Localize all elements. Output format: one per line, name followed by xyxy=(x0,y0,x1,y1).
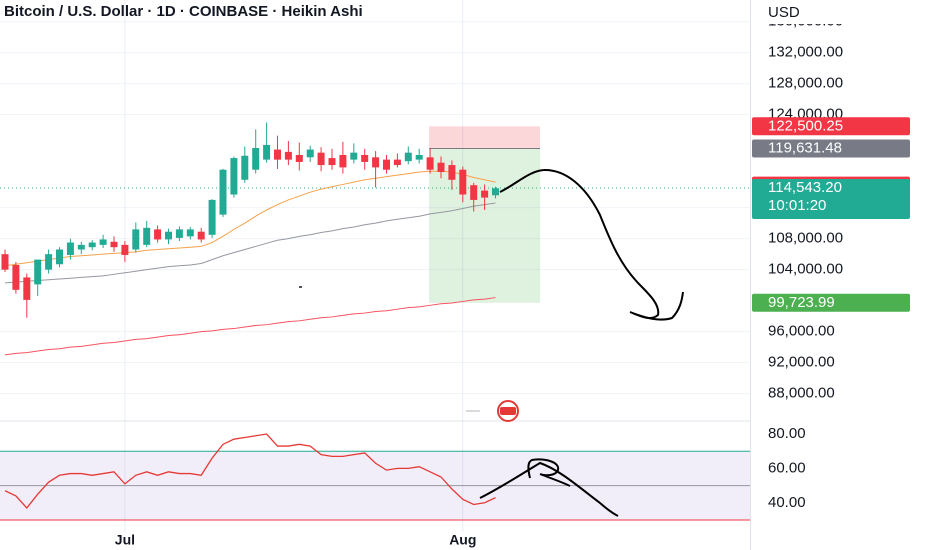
price-tag-label: 119,631.48 xyxy=(768,140,842,157)
price-tag xyxy=(752,178,910,219)
candle-body xyxy=(34,259,42,285)
candle-body xyxy=(132,229,140,250)
candle-body xyxy=(470,185,478,200)
grid xyxy=(0,0,750,532)
candle-body xyxy=(372,157,380,168)
candle-body xyxy=(339,154,347,168)
candle-body xyxy=(154,229,162,240)
candle-body xyxy=(274,149,281,160)
price-labels: 122,500.25119,631.4899,723.99114,838.911… xyxy=(752,117,910,312)
rsi-line xyxy=(4,433,496,509)
candle-body xyxy=(241,155,249,180)
price-axis: 136,000.00132,000.00128,000.00124,000.00… xyxy=(750,0,932,550)
x-tick-label: Aug xyxy=(449,532,476,548)
candle-body xyxy=(284,151,292,160)
candle-body xyxy=(426,157,434,170)
ma-line xyxy=(4,202,496,284)
candle-body xyxy=(350,152,358,160)
candle-body xyxy=(165,231,172,240)
price-tag xyxy=(752,139,910,158)
y-tick-label: 128,000.00 xyxy=(768,75,843,92)
candle-body xyxy=(186,229,194,237)
candle-body xyxy=(208,199,216,235)
candle-body xyxy=(383,159,390,170)
candle-body xyxy=(252,148,260,170)
candle-body xyxy=(45,254,53,270)
rsi-tick-label: 40.00 xyxy=(768,494,806,511)
candle-body xyxy=(459,169,467,195)
price-tag xyxy=(752,117,910,136)
currency-box xyxy=(758,4,923,24)
annotation-rsi-mark xyxy=(527,458,571,487)
heikin-ashi-icon xyxy=(466,400,519,422)
candle-body xyxy=(361,154,369,162)
stop-zone xyxy=(429,126,541,149)
candle-body xyxy=(481,190,489,198)
price-tag-label: 122,500.25 xyxy=(768,117,843,134)
candle-body xyxy=(404,152,412,162)
rsi-pane xyxy=(0,433,750,521)
rsi-tick-label: 80.00 xyxy=(768,425,806,442)
annotation-arrow xyxy=(499,168,684,321)
candle-body xyxy=(175,229,183,238)
candles xyxy=(1,122,499,318)
candle-body xyxy=(143,227,151,245)
candle-body xyxy=(295,154,303,162)
y-tick-label: 108,000.00 xyxy=(768,230,843,247)
candle-body xyxy=(230,158,238,195)
chart-title: Bitcoin / U.S. Dollar · 1D · COINBASE · … xyxy=(4,3,363,20)
candle-body xyxy=(66,242,74,255)
countdown: 10:01:20 xyxy=(768,197,826,214)
price-tag-label: 114,543.20 xyxy=(768,179,842,196)
x-tick-label: Jul xyxy=(115,532,135,548)
candle-body xyxy=(393,159,401,166)
y-tick-label: 104,000.00 xyxy=(768,261,843,278)
candle-body xyxy=(99,239,107,245)
y-tick-label: 96,000.00 xyxy=(768,323,835,340)
candle-body xyxy=(415,154,423,160)
candle-body xyxy=(88,242,96,248)
y-tick-label: 88,000.00 xyxy=(768,385,835,402)
candle-body xyxy=(437,162,445,173)
candle-body xyxy=(328,158,336,166)
candle-body xyxy=(197,231,205,240)
position-tool xyxy=(429,126,541,303)
price-tag-label: 99,723.99 xyxy=(768,294,835,311)
candle-body xyxy=(448,165,456,180)
target-zone xyxy=(429,148,541,303)
annotation-rsi xyxy=(479,461,619,517)
axis-background xyxy=(751,0,932,550)
candle-body xyxy=(77,244,85,250)
candle-body xyxy=(317,152,325,166)
y-tick-label: 92,000.00 xyxy=(768,354,835,371)
candle-body xyxy=(23,277,31,300)
ma-line xyxy=(4,170,496,267)
y-tick-label: 132,000.00 xyxy=(768,44,843,61)
candle-body xyxy=(121,244,129,255)
candle-body xyxy=(306,149,314,158)
candle-body xyxy=(12,265,20,290)
candle-body xyxy=(56,249,63,265)
candle-body xyxy=(1,254,9,270)
currency: USD xyxy=(768,4,800,21)
rsi-tick-label: 60.00 xyxy=(768,459,806,476)
candle-body xyxy=(492,188,499,196)
moving-averages xyxy=(4,170,496,356)
candle-body xyxy=(263,144,271,160)
price-tag xyxy=(752,293,910,312)
ma-line xyxy=(4,297,496,356)
candle-body xyxy=(110,241,118,248)
candle-body xyxy=(219,169,227,215)
